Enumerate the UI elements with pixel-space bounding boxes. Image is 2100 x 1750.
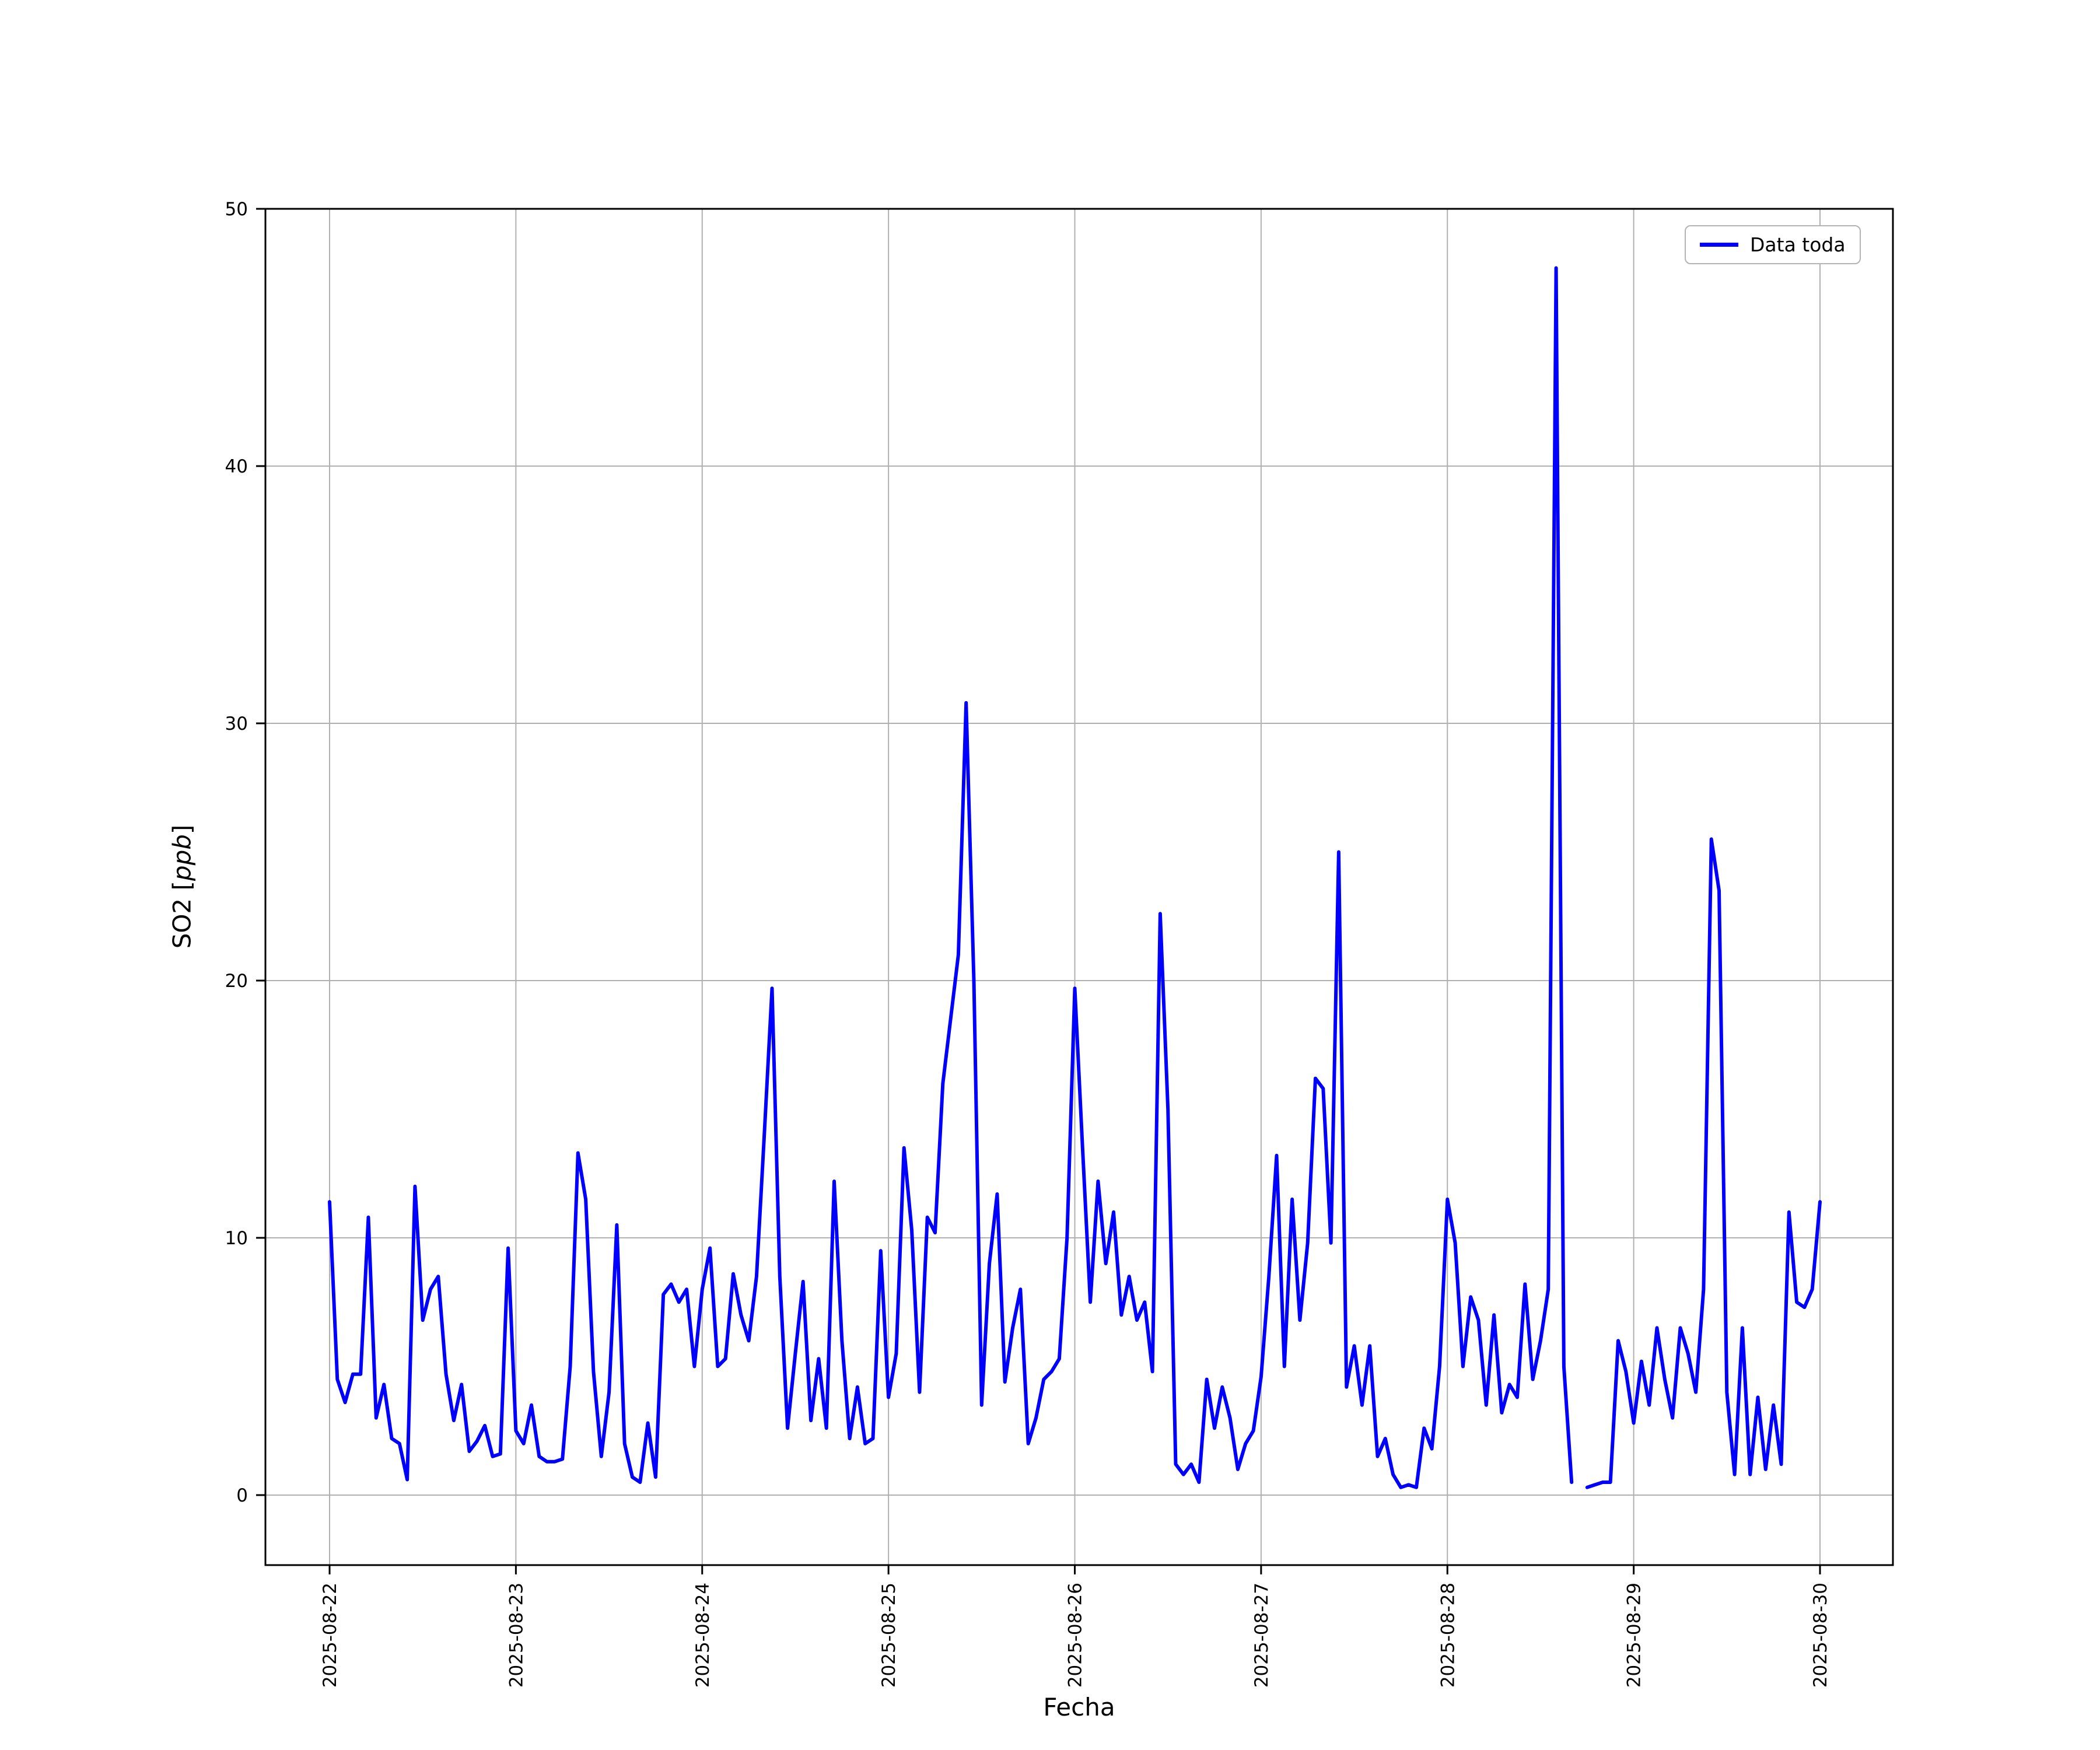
- legend: Data toda: [1685, 225, 1861, 264]
- x-tick-label: 2025-08-27: [1251, 1583, 1272, 1688]
- y-axis-label: SO2 [ppb]: [168, 825, 197, 949]
- plot-border: [264, 208, 1894, 1566]
- legend-line-sample: [1700, 243, 1738, 247]
- y-tick-label: 10: [225, 1228, 248, 1249]
- y-tick-label: 0: [236, 1485, 248, 1506]
- x-tick-label: 2025-08-22: [320, 1583, 341, 1688]
- x-tick-label: 2025-08-23: [506, 1583, 527, 1688]
- data-series-line: [328, 266, 1822, 1489]
- y-axis-label-pre: SO2 [: [167, 881, 197, 949]
- y-tick-label: 20: [225, 971, 248, 992]
- y-axis-label-post: ]: [167, 824, 197, 835]
- y-tick-label: 30: [225, 713, 248, 734]
- x-tick-label: 2025-08-30: [1810, 1583, 1831, 1688]
- y-tick-label: 40: [225, 456, 248, 477]
- y-axis-label-unit: ppb: [167, 834, 197, 881]
- x-tick-label: 2025-08-28: [1437, 1583, 1458, 1688]
- y-tick-label: 50: [225, 199, 248, 220]
- x-tick-label: 2025-08-29: [1624, 1583, 1645, 1688]
- legend-label: Data toda: [1750, 233, 1846, 256]
- x-tick-label: 2025-08-24: [692, 1583, 713, 1688]
- x-tick-label: 2025-08-25: [878, 1583, 900, 1688]
- x-axis-label: Fecha: [1043, 1693, 1115, 1721]
- x-tick-label: 2025-08-26: [1065, 1583, 1086, 1688]
